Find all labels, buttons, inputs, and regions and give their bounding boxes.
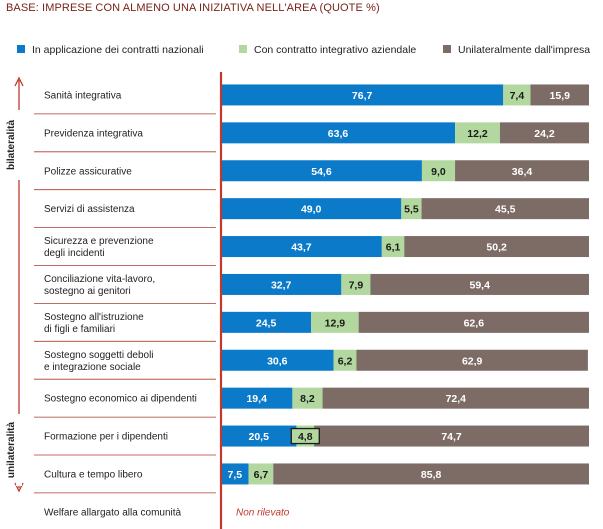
category-label: Sostegno economico ai dipendenti bbox=[44, 394, 197, 405]
data-label-nazionali: 43,7 bbox=[291, 242, 312, 254]
category-label: Formazione per i dipendenti bbox=[44, 432, 168, 443]
bar-segment-aziendale bbox=[248, 463, 274, 485]
data-label-aziendale: 6,2 bbox=[338, 355, 353, 367]
bar-segment-nazionali bbox=[221, 84, 504, 106]
category-label: Sicurezza e prevenzione degli incidenti bbox=[44, 236, 154, 259]
data-label-aziendale: 5,5 bbox=[404, 204, 419, 216]
bar-segment-aziendale bbox=[311, 311, 359, 333]
legend-swatch-aziendale bbox=[239, 45, 247, 53]
bar-segment-impresa bbox=[273, 463, 589, 485]
bar-segment-nazionali bbox=[221, 311, 312, 333]
chart-base-title: BASE: IMPRESE CON ALMENO UNA INIZIATIVA … bbox=[6, 2, 380, 14]
data-label-aziendale: 7,4 bbox=[510, 90, 525, 102]
bar-segment-impresa bbox=[421, 198, 589, 220]
data-label-aziendale: 4,8 bbox=[298, 431, 313, 443]
category-label: Polizze assicurative bbox=[44, 166, 132, 177]
legend-item-nazionali: In applicazione dei contratti nazionali bbox=[17, 44, 204, 56]
bar-segment-impresa bbox=[314, 425, 589, 447]
bar-segment-aziendale bbox=[421, 160, 456, 182]
data-label-aziendale: 12,2 bbox=[467, 128, 488, 140]
side-label-unilateralita: unilateralità bbox=[6, 422, 17, 479]
bar-segment-aziendale bbox=[333, 349, 357, 371]
bar-segment-aziendale bbox=[341, 273, 371, 295]
category-label: Sostegno all'istruzione di figli e famili… bbox=[44, 312, 144, 335]
data-label-impresa: 85,8 bbox=[421, 469, 442, 481]
legend-swatch-nazionali bbox=[17, 45, 25, 53]
data-label-impresa: 59,4 bbox=[469, 279, 490, 291]
category-label: Sostegno soggetti deboli e integrazione s… bbox=[44, 350, 154, 373]
category-label: Previdenza integrativa bbox=[44, 128, 143, 139]
legend-label-nazionali: In applicazione dei contratti nazionali bbox=[32, 44, 204, 56]
bar-segment-nazionali bbox=[221, 463, 249, 485]
data-label-nazionali: 7,5 bbox=[227, 469, 242, 481]
data-label-nazionali: 24,5 bbox=[256, 317, 277, 329]
data-label-aziendale: 9,0 bbox=[431, 166, 446, 178]
bar-segment-aziendale bbox=[455, 122, 500, 144]
bar-segment-impresa bbox=[499, 122, 589, 144]
legend-item-impresa: Unilateralmente dall'impresa bbox=[443, 44, 590, 56]
data-label-impresa: 45,5 bbox=[495, 204, 516, 216]
bar-segment-impresa bbox=[322, 387, 589, 409]
data-label-impresa: 62,6 bbox=[464, 317, 485, 329]
data-label-aziendale: 12,9 bbox=[325, 317, 346, 329]
category-label: Conciliazione vita-lavoro, sostegno ai ge… bbox=[44, 274, 155, 297]
data-label-aziendale: 6,7 bbox=[254, 469, 269, 481]
legend: In applicazione dei contratti nazionali … bbox=[17, 44, 590, 58]
category-label: Servizi di assistenza bbox=[44, 204, 135, 215]
data-label-aziendale: 7,9 bbox=[349, 279, 364, 291]
bar-segment-impresa bbox=[358, 311, 589, 333]
bar-segment-aziendale bbox=[381, 236, 405, 258]
side-arrow-up-head bbox=[14, 76, 24, 87]
bar-segment-aziendale bbox=[503, 84, 531, 106]
bar-segment-nazionali bbox=[221, 387, 293, 409]
bar-segment-aziendale bbox=[292, 387, 323, 409]
bar-segment-aziendale bbox=[401, 198, 422, 220]
bar-segment-nazionali bbox=[221, 273, 342, 295]
bar-segment-nazionali bbox=[221, 236, 382, 258]
side-label-bg bbox=[16, 110, 22, 180]
legend-label-aziendale: Con contratto integrativo aziendale bbox=[254, 44, 417, 56]
category-label: Sanità integrativa bbox=[44, 90, 122, 101]
data-label-aziendale: 6,1 bbox=[386, 242, 401, 254]
side-label-bilateralita: bilateralità bbox=[6, 120, 17, 170]
data-label-nazionali: 19,4 bbox=[246, 393, 267, 405]
bar-segment-nazionali bbox=[221, 122, 456, 144]
bar-segment-nazionali bbox=[221, 425, 297, 447]
bar-segment-nazionali bbox=[221, 198, 402, 220]
bar-segment-nazionali bbox=[221, 349, 334, 371]
bar-segment-impresa bbox=[530, 84, 589, 106]
data-label-aziendale: 8,2 bbox=[300, 393, 315, 405]
bar-segment-impresa bbox=[356, 349, 588, 371]
bar-segment-impresa bbox=[370, 273, 589, 295]
bar-segment-nazionali bbox=[221, 160, 422, 182]
data-label-impresa: 36,4 bbox=[512, 166, 533, 178]
data-label-impresa: 72,4 bbox=[446, 393, 467, 405]
data-label-nazionali: 54,6 bbox=[311, 166, 332, 178]
data-label-impresa: 62,9 bbox=[462, 355, 483, 367]
data-label-impresa: 15,9 bbox=[550, 90, 571, 102]
highlight-box bbox=[290, 427, 320, 445]
data-label-nazionali: 76,7 bbox=[352, 90, 373, 102]
data-label-impresa: 74,7 bbox=[441, 431, 462, 443]
legend-swatch-impresa bbox=[443, 45, 451, 53]
legend-item-aziendale: Con contratto integrativo aziendale bbox=[239, 44, 416, 56]
data-label-nazionali: 63,6 bbox=[328, 128, 349, 140]
bar-segment-impresa bbox=[404, 236, 589, 258]
legend-label-impresa: Unilateralmente dall'impresa bbox=[458, 44, 591, 56]
data-label-nazionali: 32,7 bbox=[271, 279, 292, 291]
data-label-nazionali: 49,0 bbox=[301, 204, 322, 216]
data-label-nazionali: 20,5 bbox=[249, 431, 270, 443]
data-label-nazionali: 30,6 bbox=[267, 355, 288, 367]
not-recorded-label: Non rilevato bbox=[236, 507, 290, 518]
category-label: Cultura e tempo libero bbox=[44, 469, 143, 480]
data-label-impresa: 50,2 bbox=[486, 242, 507, 254]
side-label-bg bbox=[16, 414, 22, 486]
bar-segment-impresa bbox=[455, 160, 589, 182]
data-label-impresa: 24,2 bbox=[534, 128, 555, 140]
category-label: Welfare allargato alla comunità bbox=[44, 507, 182, 518]
